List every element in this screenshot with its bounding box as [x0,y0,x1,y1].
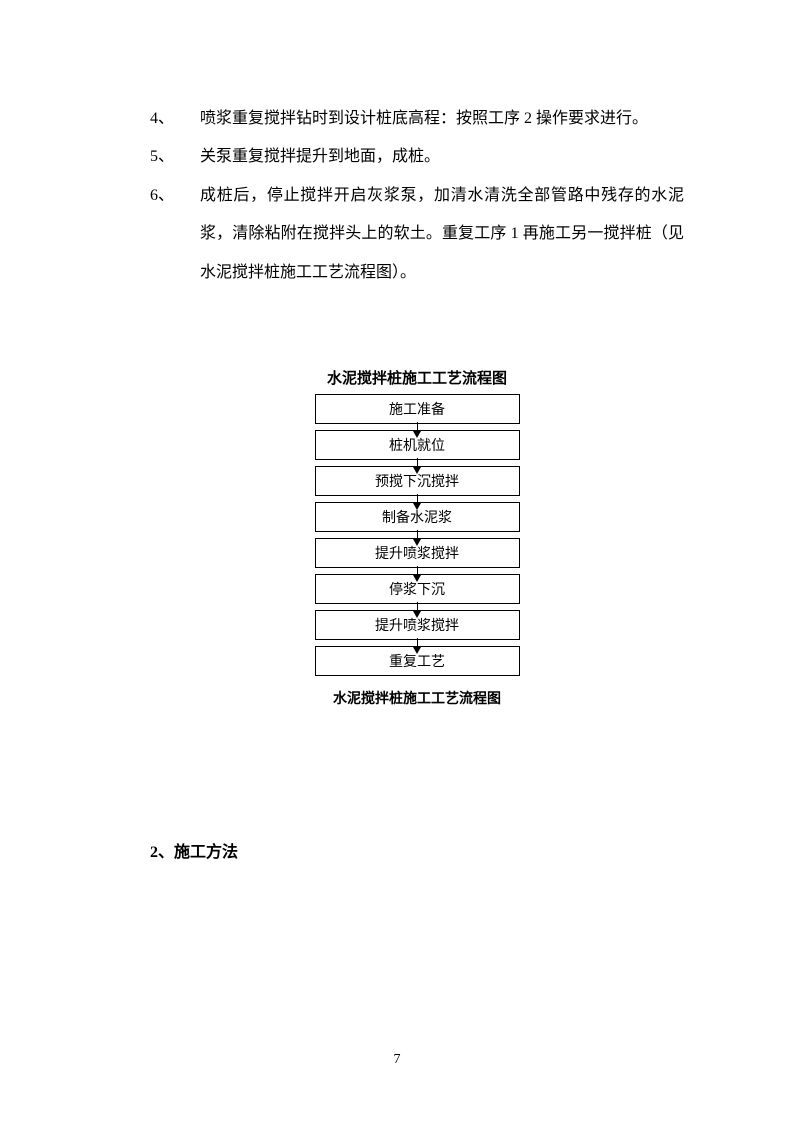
list-item: 6、 成桩后，停止搅拌开启灰浆泵，加清水清洗全部管路中残存的水泥浆，清除粘附在搅… [150,177,684,292]
list-text: 喷浆重复搅拌钻时到设计桩底高程：按照工序 2 操作要求进行。 [200,100,684,138]
flowchart-caption: 水泥搅拌桩施工工艺流程图 [333,688,501,708]
flowchart: 施工准备 桩机就位 预搅下沉搅拌 制备水泥浆 提升喷浆搅拌 停浆下沉 提升喷浆搅… [315,394,520,676]
list-text: 成桩后，停止搅拌开启灰浆泵，加清水清洗全部管路中残存的水泥浆，清除粘附在搅拌头上… [200,177,684,292]
list-number: 5、 [150,138,200,176]
list-number: 4、 [150,100,200,138]
list-number: 6、 [150,177,200,292]
page-content: 4、 喷浆重复搅拌钻时到设计桩底高程：按照工序 2 操作要求进行。 5、 关泵重… [0,0,794,922]
list-text: 关泵重复搅拌提升到地面，成桩。 [200,138,684,176]
flowchart-title: 水泥搅拌桩施工工艺流程图 [327,367,507,388]
section-heading: 2、施工方法 [150,838,684,862]
flowchart-section: 水泥搅拌桩施工工艺流程图 施工准备 桩机就位 预搅下沉搅拌 制备水泥浆 提升喷浆… [150,367,684,708]
flow-node: 施工准备 [315,394,520,424]
page-number: 7 [0,1052,794,1068]
list-item: 4、 喷浆重复搅拌钻时到设计桩底高程：按照工序 2 操作要求进行。 [150,100,684,138]
list-item: 5、 关泵重复搅拌提升到地面，成桩。 [150,138,684,176]
